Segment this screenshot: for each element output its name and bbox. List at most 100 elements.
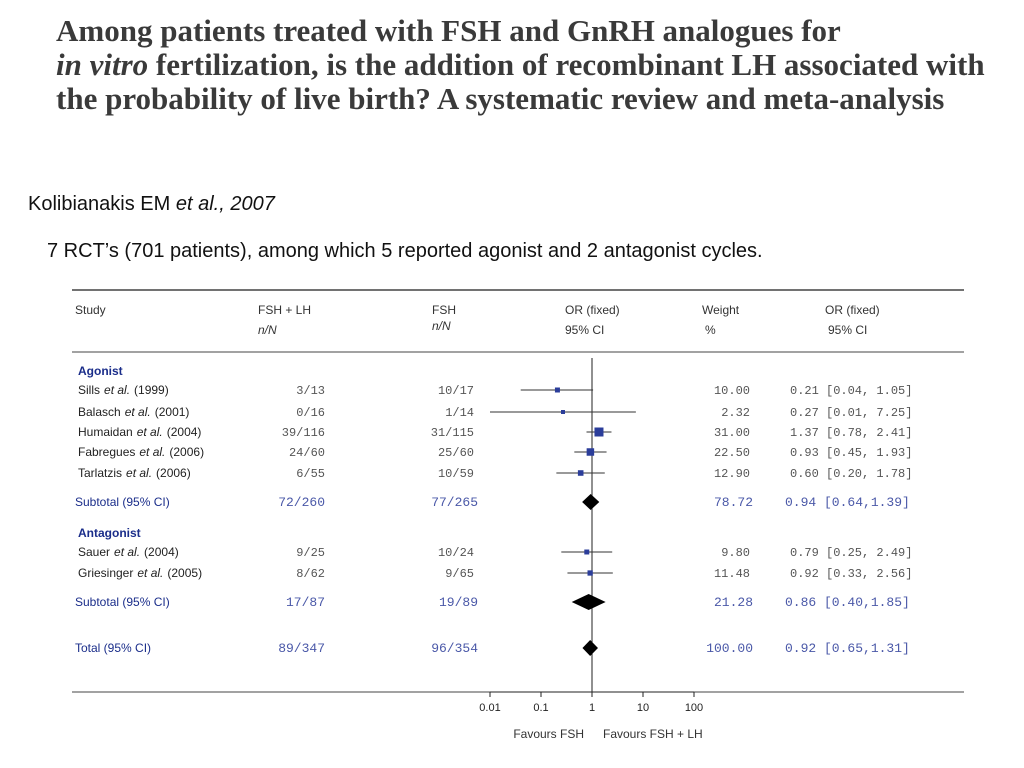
fsh-count: 10/17: [438, 384, 474, 398]
weight-value: 22.50: [714, 446, 750, 460]
study-name: Tarlatzis: [78, 466, 122, 480]
study-label: Fabregues et al. (2006): [78, 445, 204, 459]
fsh-lh-count: 0/16: [296, 406, 325, 420]
subtotal-ci: 0.94 [0.64,1.39]: [785, 495, 910, 510]
total-label: Total (95% CI): [75, 641, 151, 655]
title-part-1: Among patients treated with FSH and GnRH…: [56, 13, 841, 48]
x-tick-label: 0.01: [479, 702, 500, 714]
study-year: (2006): [169, 445, 204, 459]
header-fsh-lh-sub: n/N: [258, 323, 277, 337]
total-fsh-lh: 89/347: [278, 641, 325, 656]
subtotal-diamond: [582, 494, 600, 510]
group-label: Antagonist: [78, 526, 141, 540]
subtotal-fsh: 77/265: [431, 495, 478, 510]
study-label: Sills et al. (1999): [78, 383, 169, 397]
weight-value: 11.48: [714, 567, 750, 581]
group-label: Agonist: [78, 364, 123, 378]
or-ci-value: 0.21 [0.04, 1.05]: [790, 384, 912, 398]
weight-value: 10.00: [714, 384, 750, 398]
fsh-lh-count: 9/25: [296, 546, 325, 560]
study-label: Tarlatzis et al. (2006): [78, 466, 191, 480]
fsh-count: 31/115: [431, 426, 474, 440]
study-year: (2005): [167, 566, 202, 580]
citation-author: Kolibianakis EM: [28, 193, 171, 215]
header-fsh-sub: n/N: [432, 319, 451, 333]
fsh-lh-count: 24/60: [289, 446, 325, 460]
title-part-2: fertilization, is the addition of recomb…: [56, 47, 985, 116]
study-year: (1999): [134, 383, 169, 397]
total-ci: 0.92 [0.65,1.31]: [785, 641, 910, 656]
study-label: Balasch et al. (2001): [78, 405, 189, 419]
citation-etal: et al., 2007: [175, 193, 275, 215]
study-year: (2004): [167, 425, 202, 439]
fsh-count: 9/65: [445, 567, 474, 581]
study-label: Humaidan et al. (2004): [78, 425, 201, 439]
favours-right-label: Favours FSH + LH: [603, 727, 703, 741]
or-ci-value: 0.60 [0.20, 1.78]: [790, 467, 912, 481]
study-name: Fabregues: [78, 445, 135, 459]
study-year: (2004): [144, 545, 179, 559]
subtotal-diamond: [571, 594, 606, 610]
study-label: Griesinger et al. (2005): [78, 566, 202, 580]
point-estimate: [584, 549, 590, 555]
header-weight: Weight: [702, 303, 740, 317]
x-axis: 0.01 0.1 1 10 100: [479, 691, 703, 714]
total-diamond: [582, 640, 598, 656]
summary-text: 7 RCT’s (701 patients), among which 5 re…: [47, 240, 763, 262]
header-or-fixed-ci: 95% CI: [565, 323, 604, 337]
total-weight: 100.00: [706, 641, 753, 656]
x-tick-label: 10: [637, 702, 649, 714]
study-name: Griesinger: [78, 566, 133, 580]
fsh-lh-count: 3/13: [296, 384, 325, 398]
point-estimate: [554, 387, 560, 393]
header-or-fixed: OR (fixed): [565, 303, 620, 317]
fsh-count: 25/60: [438, 446, 474, 460]
favours-left-label: Favours FSH: [513, 727, 584, 741]
study-etal: et al.: [139, 445, 165, 459]
header-weight-pct: %: [705, 323, 716, 337]
total-fsh: 96/354: [431, 641, 478, 656]
study-year: (2001): [155, 405, 190, 419]
subtotal-weight: 78.72: [714, 495, 753, 510]
subtotal-fsh: 19/89: [439, 595, 478, 610]
subtotal-weight: 21.28: [714, 595, 753, 610]
or-ci-value: 0.79 [0.25, 2.49]: [790, 546, 912, 560]
fsh-count: 1/14: [445, 406, 474, 420]
study-name: Humaidan: [78, 425, 133, 439]
study-etal: et al.: [114, 545, 140, 559]
header-fsh-lh: FSH + LH: [258, 303, 311, 317]
title-italic: in vitro: [56, 47, 149, 82]
fsh-count: 10/59: [438, 467, 474, 481]
point-estimate: [586, 448, 595, 456]
study-name: Balasch: [78, 405, 121, 419]
header-or-fixed-2: OR (fixed): [825, 303, 880, 317]
fsh-lh-count: 8/62: [296, 567, 325, 581]
or-ci-value: 0.92 [0.33, 2.56]: [790, 567, 912, 581]
point-estimate: [560, 410, 565, 414]
header-or-fixed-2-ci: 95% CI: [828, 323, 867, 337]
point-estimate: [594, 427, 604, 437]
subtotal-label: Subtotal (95% CI): [75, 495, 170, 509]
fsh-lh-count: 39/116: [282, 426, 325, 440]
study-year: (2006): [156, 466, 191, 480]
study-name: Sills: [78, 383, 100, 397]
point-estimate: [577, 470, 584, 476]
x-tick-label: 1: [589, 702, 595, 714]
paper-title: Among patients treated with FSH and GnRH…: [56, 14, 1006, 116]
fsh-count: 10/24: [438, 546, 474, 560]
x-tick-label: 0.1: [533, 702, 548, 714]
study-etal: et al.: [137, 425, 163, 439]
or-ci-value: 1.37 [0.78, 2.41]: [790, 426, 912, 440]
study-label: Sauer et al. (2004): [78, 545, 179, 559]
study-etal: et al.: [126, 466, 152, 480]
header-fsh: FSH: [432, 303, 456, 317]
study-etal: et al.: [125, 405, 151, 419]
forest-rows: Agonist Sills et al. (1999) 3/13 10/17 10.00 0.…: [75, 358, 912, 692]
subtotal-fsh-lh: 17/87: [286, 595, 325, 610]
fsh-lh-count: 6/55: [296, 467, 325, 481]
header-study: Study: [75, 303, 106, 317]
forest-plot: Study FSH + LH n/N FSH n/N OR (fixed) 95…: [72, 289, 964, 741]
weight-value: 31.00: [714, 426, 750, 440]
subtotal-fsh-lh: 72/260: [278, 495, 325, 510]
study-etal: et al.: [104, 383, 130, 397]
